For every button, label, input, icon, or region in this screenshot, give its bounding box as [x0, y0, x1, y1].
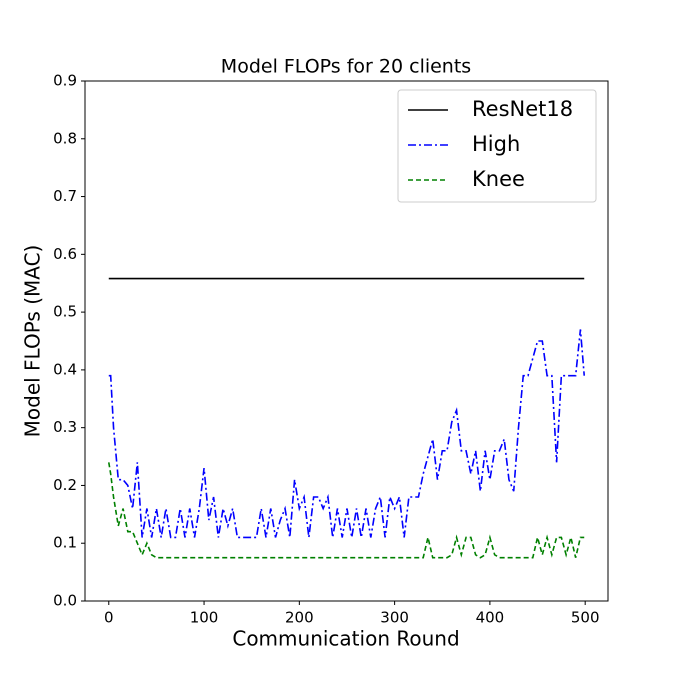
- chart-title: Model FLOPs for 20 clients: [221, 56, 471, 78]
- y-tick-label: 0.4: [53, 360, 77, 378]
- legend-label: High: [472, 132, 520, 156]
- y-tick-label: 0.3: [53, 418, 77, 436]
- y-tick-label: 0.7: [53, 187, 77, 205]
- plot-frame: [84, 80, 609, 602]
- y-tick-label: 0.1: [53, 534, 77, 552]
- x-tick-label: 400: [476, 609, 505, 627]
- legend-label: Knee: [472, 167, 525, 191]
- series-line: [108, 329, 586, 539]
- x-axis-label: Communication Round: [232, 627, 459, 651]
- series-line: [107, 462, 585, 559]
- x-tick-label: 0: [104, 609, 114, 627]
- y-tick-label: 0.8: [53, 129, 77, 147]
- y-tick-label: 0.6: [53, 245, 77, 263]
- y-tick-label: 0.9: [53, 72, 77, 90]
- x-tick-label: 300: [380, 609, 409, 627]
- y-tick-label: 0.0: [53, 592, 77, 610]
- x-tick-label: 100: [190, 609, 219, 627]
- x-tick-label: 200: [285, 609, 314, 627]
- y-axis-label: Model FLOPs (MAC): [21, 245, 45, 438]
- y-tick-label: 0.5: [53, 303, 77, 321]
- legend-label: ResNet18: [472, 97, 573, 121]
- x-tick-label: 500: [571, 609, 600, 627]
- y-tick-label: 0.2: [53, 476, 77, 494]
- legend-box: [397, 89, 597, 203]
